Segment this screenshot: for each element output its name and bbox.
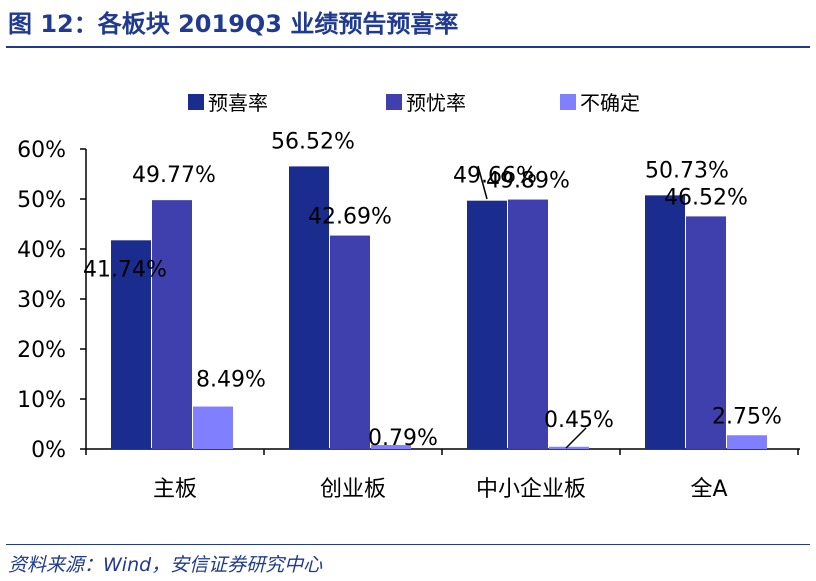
title-divider xyxy=(6,46,810,48)
data-label: 56.52% xyxy=(271,129,355,154)
data-label: 2.75% xyxy=(712,404,782,429)
data-label: 46.52% xyxy=(664,185,748,210)
leader-line xyxy=(565,427,587,449)
bar-3-3 xyxy=(549,446,589,449)
bar-2-4 xyxy=(686,216,726,449)
data-label: 0.79% xyxy=(368,426,438,451)
legend-swatch xyxy=(560,94,576,110)
bar-3-4 xyxy=(727,435,767,449)
y-tick-label: 30% xyxy=(17,288,66,313)
category-label: 全A xyxy=(690,477,727,502)
data-label: 42.69% xyxy=(308,205,392,230)
figure-title: 图 12：各板块 2019Q3 业绩预告预喜率 xyxy=(8,10,459,38)
y-tick-label: 60% xyxy=(17,138,66,163)
category-label: 中小企业板 xyxy=(476,477,586,502)
y-tick-label: 20% xyxy=(17,338,66,363)
data-label: 49.66% xyxy=(453,164,537,189)
bar-1-2 xyxy=(289,166,329,449)
y-tick-label: 0% xyxy=(31,438,66,463)
leader-line xyxy=(477,165,488,200)
bar-1-1 xyxy=(111,240,151,449)
legend-label: 不确定 xyxy=(580,91,640,115)
legend-label: 预喜率 xyxy=(208,91,268,115)
legend-swatch xyxy=(386,94,402,110)
data-label: 49.77% xyxy=(132,163,216,188)
bar-2-1 xyxy=(152,200,192,449)
bar-1-3 xyxy=(467,200,507,449)
category-label: 创业板 xyxy=(320,477,386,502)
source-note: 资料来源：Wind，安信证券研究中心 xyxy=(8,554,323,576)
source-divider xyxy=(6,544,810,545)
category-label: 主板 xyxy=(153,477,197,502)
data-label: 50.73% xyxy=(645,158,729,183)
bar-3-2 xyxy=(371,445,411,449)
y-tick-label: 10% xyxy=(17,388,66,413)
data-label: 49.89% xyxy=(486,169,570,194)
legend-swatch xyxy=(188,94,204,110)
data-label: 8.49% xyxy=(196,368,266,393)
data-label: 0.45% xyxy=(544,408,614,433)
bar-2-2 xyxy=(330,235,370,449)
y-tick-label: 50% xyxy=(17,188,66,213)
bar-3-1 xyxy=(193,406,233,449)
bar-2-3 xyxy=(508,199,548,449)
legend-label: 预忧率 xyxy=(406,91,466,115)
y-tick-label: 40% xyxy=(17,238,66,263)
data-label: 41.74% xyxy=(83,257,167,282)
bar-1-4 xyxy=(645,195,685,449)
